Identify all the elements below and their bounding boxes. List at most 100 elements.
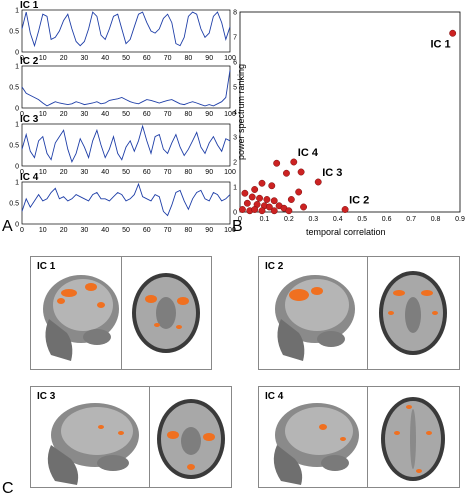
scatter-point	[285, 207, 293, 215]
timeseries-line	[21, 70, 231, 107]
x-tick-label: 0	[20, 55, 24, 62]
timeseries-label: IC 4	[20, 172, 39, 183]
scatter-x-tick-label: 0.3	[308, 216, 318, 223]
x-tick-label: 90	[205, 227, 213, 234]
x-tick-label: 40	[101, 111, 109, 118]
x-tick-label: 70	[164, 169, 172, 176]
scatter-y-tick-label: 7	[233, 35, 237, 42]
timeseries-plot: 1 0.5 00 10 20 30 40 50 60 70 80 90 100	[9, 8, 236, 63]
timeseries-frame	[21, 123, 231, 167]
scatter-x-tick-label: 0.4	[333, 216, 343, 223]
x-tick-label: 100	[224, 55, 236, 62]
x-tick-label: 60	[143, 111, 151, 118]
brain-panel-ic3: IC 3	[30, 386, 232, 488]
scatter-point	[265, 203, 273, 211]
y-tick-label: 1	[15, 180, 19, 187]
timeseries-label: IC 2	[20, 56, 39, 67]
sagittal-slice	[273, 403, 359, 485]
scatter-ylabel: power spectrum ranking	[236, 64, 246, 160]
scatter-y-tick-label: 4	[233, 110, 237, 117]
x-tick-label: 20	[60, 169, 68, 176]
scatter-point	[282, 169, 290, 177]
x-tick-label: 80	[185, 111, 193, 118]
brain-panel-label: IC 1	[37, 261, 56, 272]
axial-slice	[381, 397, 445, 481]
scatter-point	[449, 29, 457, 37]
brain-divider	[121, 257, 122, 369]
x-tick-label: 80	[185, 169, 193, 176]
y-tick-label: 0.5	[9, 29, 19, 36]
x-tick-label: 60	[143, 227, 151, 234]
y-tick-label: 1	[15, 122, 19, 129]
x-tick-label: 50	[122, 55, 130, 62]
x-tick-label: 90	[205, 111, 213, 118]
brain-divider	[367, 257, 368, 369]
y-tick-label: 0.5	[9, 143, 19, 150]
scatter-point	[238, 206, 246, 213]
x-tick-label: 70	[164, 111, 172, 118]
brain-images	[275, 271, 447, 361]
scatter-point	[341, 206, 349, 213]
axial-slice	[157, 399, 225, 479]
scatter-y-tick-label: 6	[233, 60, 237, 67]
scatter-point	[270, 197, 278, 205]
y-tick-label: 0	[15, 222, 19, 229]
scatter-x-tick-label: 0.5	[357, 216, 367, 223]
y-tick-label: 0	[15, 164, 19, 171]
x-tick-label: 50	[122, 227, 130, 234]
timeseries-line	[21, 124, 231, 163]
x-tick-label: 80	[185, 55, 193, 62]
scatter-point	[251, 206, 259, 213]
brain-images	[47, 399, 225, 485]
y-tick-label: 1	[15, 64, 19, 71]
x-tick-label: 30	[81, 111, 89, 118]
x-tick-label: 100	[224, 111, 236, 118]
scatter-point	[273, 159, 281, 167]
scatter-y-tick-label: 3	[233, 135, 237, 142]
timeseries-frame	[21, 9, 231, 53]
x-tick-label: 50	[122, 111, 130, 118]
scatter-point	[243, 199, 251, 207]
brain-panel-label: IC 4	[265, 391, 284, 402]
scatter-point-label: IC 2	[349, 195, 369, 207]
x-tick-label: 0	[20, 111, 24, 118]
scatter-point	[290, 158, 298, 166]
scatter-x-tick-label: 0	[238, 216, 242, 223]
panel-letter-b: B	[232, 218, 243, 235]
timeseries-frame	[21, 65, 231, 109]
axial-slice	[132, 273, 200, 353]
x-tick-label: 0	[20, 227, 24, 234]
y-tick-label: 0.5	[9, 85, 19, 92]
scatter-frame	[239, 11, 461, 213]
x-tick-label: 20	[60, 111, 68, 118]
scatter-y-tick-label: 8	[233, 10, 237, 17]
x-tick-label: 60	[143, 55, 151, 62]
scatter-point	[256, 194, 264, 202]
x-tick-label: 100	[224, 169, 236, 176]
scatter-point-label: IC 1	[430, 38, 450, 50]
y-tick-label: 0	[15, 50, 19, 57]
x-tick-label: 0	[20, 169, 24, 176]
x-tick-label: 10	[39, 169, 47, 176]
x-tick-label: 20	[60, 55, 68, 62]
scatter-point	[263, 196, 271, 203]
scatter-point	[297, 168, 305, 176]
x-tick-label: 40	[101, 55, 109, 62]
timeseries-label: IC 1	[20, 0, 39, 11]
brain-images	[273, 397, 445, 485]
sagittal-slice	[275, 275, 355, 361]
timeseries-frame	[21, 181, 231, 225]
scatter-y-tick-label: 5	[233, 85, 237, 92]
scatter-point	[268, 182, 276, 190]
panel-letter-a: A	[2, 218, 13, 235]
brain-panel-ic2: IC 2	[258, 256, 460, 370]
scatter-x-tick-label: 0.9	[455, 216, 465, 223]
brain-images	[43, 273, 200, 361]
scatter-point-label: IC 3	[322, 167, 342, 179]
x-tick-label: 10	[39, 227, 47, 234]
x-tick-label: 60	[143, 169, 151, 176]
scatter-plot: power spectrum ranking temporal correlat…	[233, 10, 465, 238]
x-tick-label: 100	[224, 227, 236, 234]
scatter-x-tick-label: 0.2	[284, 216, 294, 223]
x-tick-label: 40	[101, 227, 109, 234]
